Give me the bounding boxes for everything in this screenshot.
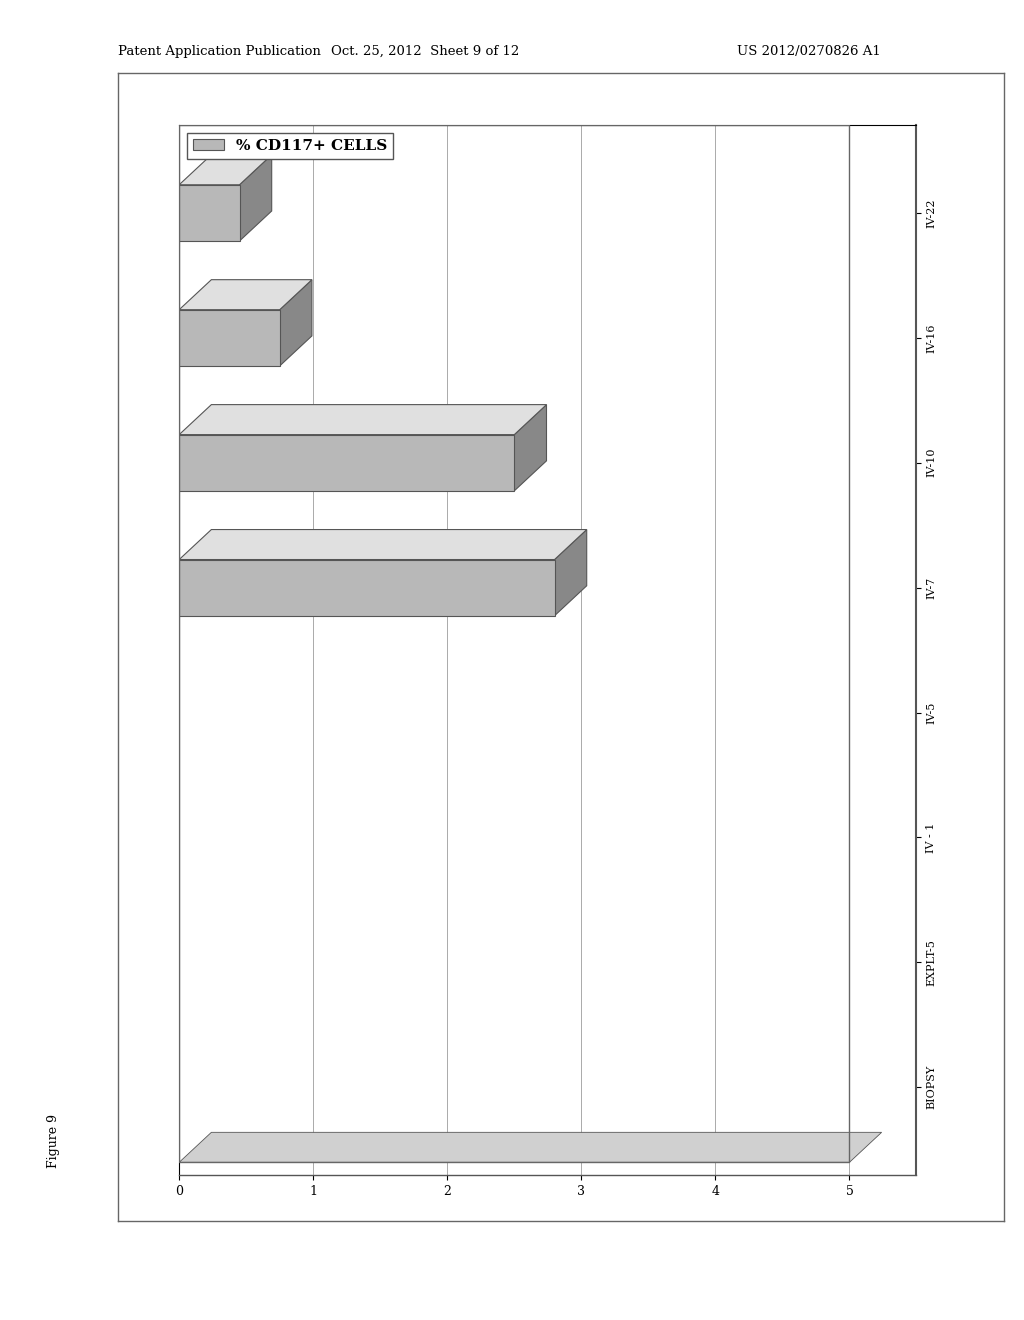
Text: Figure 9: Figure 9 (47, 1114, 59, 1168)
Text: US 2012/0270826 A1: US 2012/0270826 A1 (737, 45, 881, 58)
Text: Oct. 25, 2012  Sheet 9 of 12: Oct. 25, 2012 Sheet 9 of 12 (331, 45, 519, 58)
Polygon shape (179, 560, 555, 615)
Text: Patent Application Publication: Patent Application Publication (118, 45, 321, 58)
Polygon shape (179, 529, 587, 560)
Polygon shape (179, 405, 547, 434)
Polygon shape (179, 434, 514, 491)
Polygon shape (555, 529, 587, 615)
Polygon shape (179, 310, 280, 366)
Polygon shape (514, 405, 547, 491)
Legend: % CD117+ CELLS: % CD117+ CELLS (186, 133, 393, 160)
Polygon shape (179, 185, 240, 242)
Polygon shape (179, 280, 312, 310)
Polygon shape (179, 1133, 882, 1163)
Polygon shape (179, 154, 271, 185)
Polygon shape (240, 154, 271, 242)
Polygon shape (280, 280, 312, 366)
